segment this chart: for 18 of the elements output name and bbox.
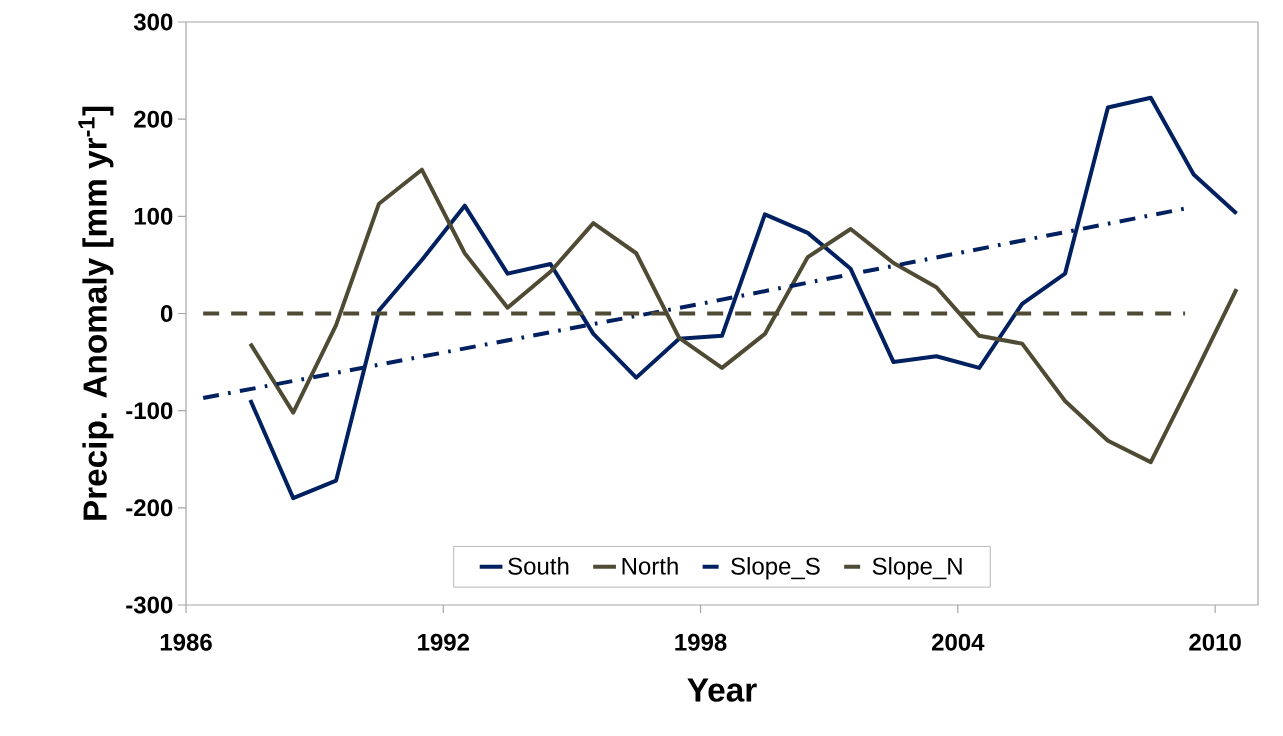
y-tick-label: 300 [133, 13, 173, 31]
y-tick-label: -200 [126, 499, 173, 517]
x-tick-label: 1998 [675, 633, 727, 651]
y-axis-title: Precip. Anomaly [mm yr$^{-1}$] [78, 106, 114, 520]
x-tick-label: 1986 [160, 633, 212, 651]
legend-label: North [622, 557, 678, 575]
legend-label: South [508, 557, 569, 575]
x-tick-label: 2004 [931, 633, 985, 651]
y-tick-label: 200 [134, 110, 173, 128]
legend-label: Slope_N [872, 557, 962, 580]
x-axis-title: Year [687, 678, 757, 702]
x-tick-label: 1992 [418, 633, 469, 651]
y-tick-label: 100 [134, 207, 173, 225]
y-tick-label: 0 [160, 304, 173, 322]
x-tick-label: 2010 [1189, 633, 1241, 651]
legend-label: Slope_S [731, 557, 820, 580]
y-tick-label: -300 [126, 596, 173, 614]
y-tick-label: -100 [126, 402, 173, 420]
